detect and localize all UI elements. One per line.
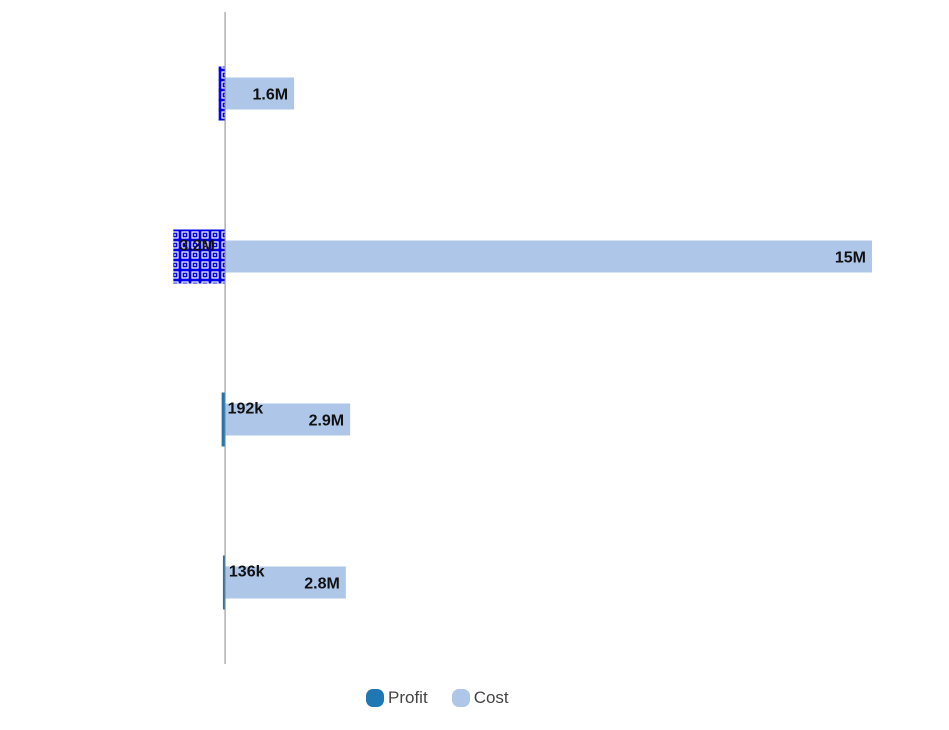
profit-bar-1[interactable] (173, 229, 226, 284)
labels-layer: 1.6M 15M 3.2M 2.9M 192k 2.8M 136k (179, 87, 866, 593)
cost-bar-2[interactable] (225, 403, 351, 436)
legend-label-profit: Profit (388, 688, 428, 707)
cost-label-2: 2.9M (309, 413, 345, 430)
cost-bar-0[interactable] (225, 77, 295, 110)
cost-bar-3[interactable] (225, 566, 346, 599)
legend-label-cost: Cost (473, 688, 509, 707)
cost-label-1: 15M (835, 250, 866, 267)
legend-swatch-profit (366, 689, 384, 707)
legend: Profit Cost (366, 688, 509, 708)
profit-label-1: 3.2M (179, 238, 215, 255)
cost-label-0: 1.6M (253, 87, 289, 104)
legend-item-profit[interactable]: Profit (366, 688, 428, 708)
legend-swatch-cost (451, 689, 470, 707)
cost-label-3: 2.8M (304, 576, 340, 593)
profit-bar-0[interactable] (218, 66, 226, 121)
profit-bar-3[interactable] (222, 555, 226, 610)
bars-layer (173, 66, 872, 610)
profit-label-2: 192k (228, 401, 264, 418)
legend-item-cost[interactable]: Cost (451, 688, 509, 708)
cost-bar-1[interactable] (225, 240, 872, 273)
profit-bar-2[interactable] (221, 392, 226, 447)
profit-label-3: 136k (229, 564, 265, 581)
